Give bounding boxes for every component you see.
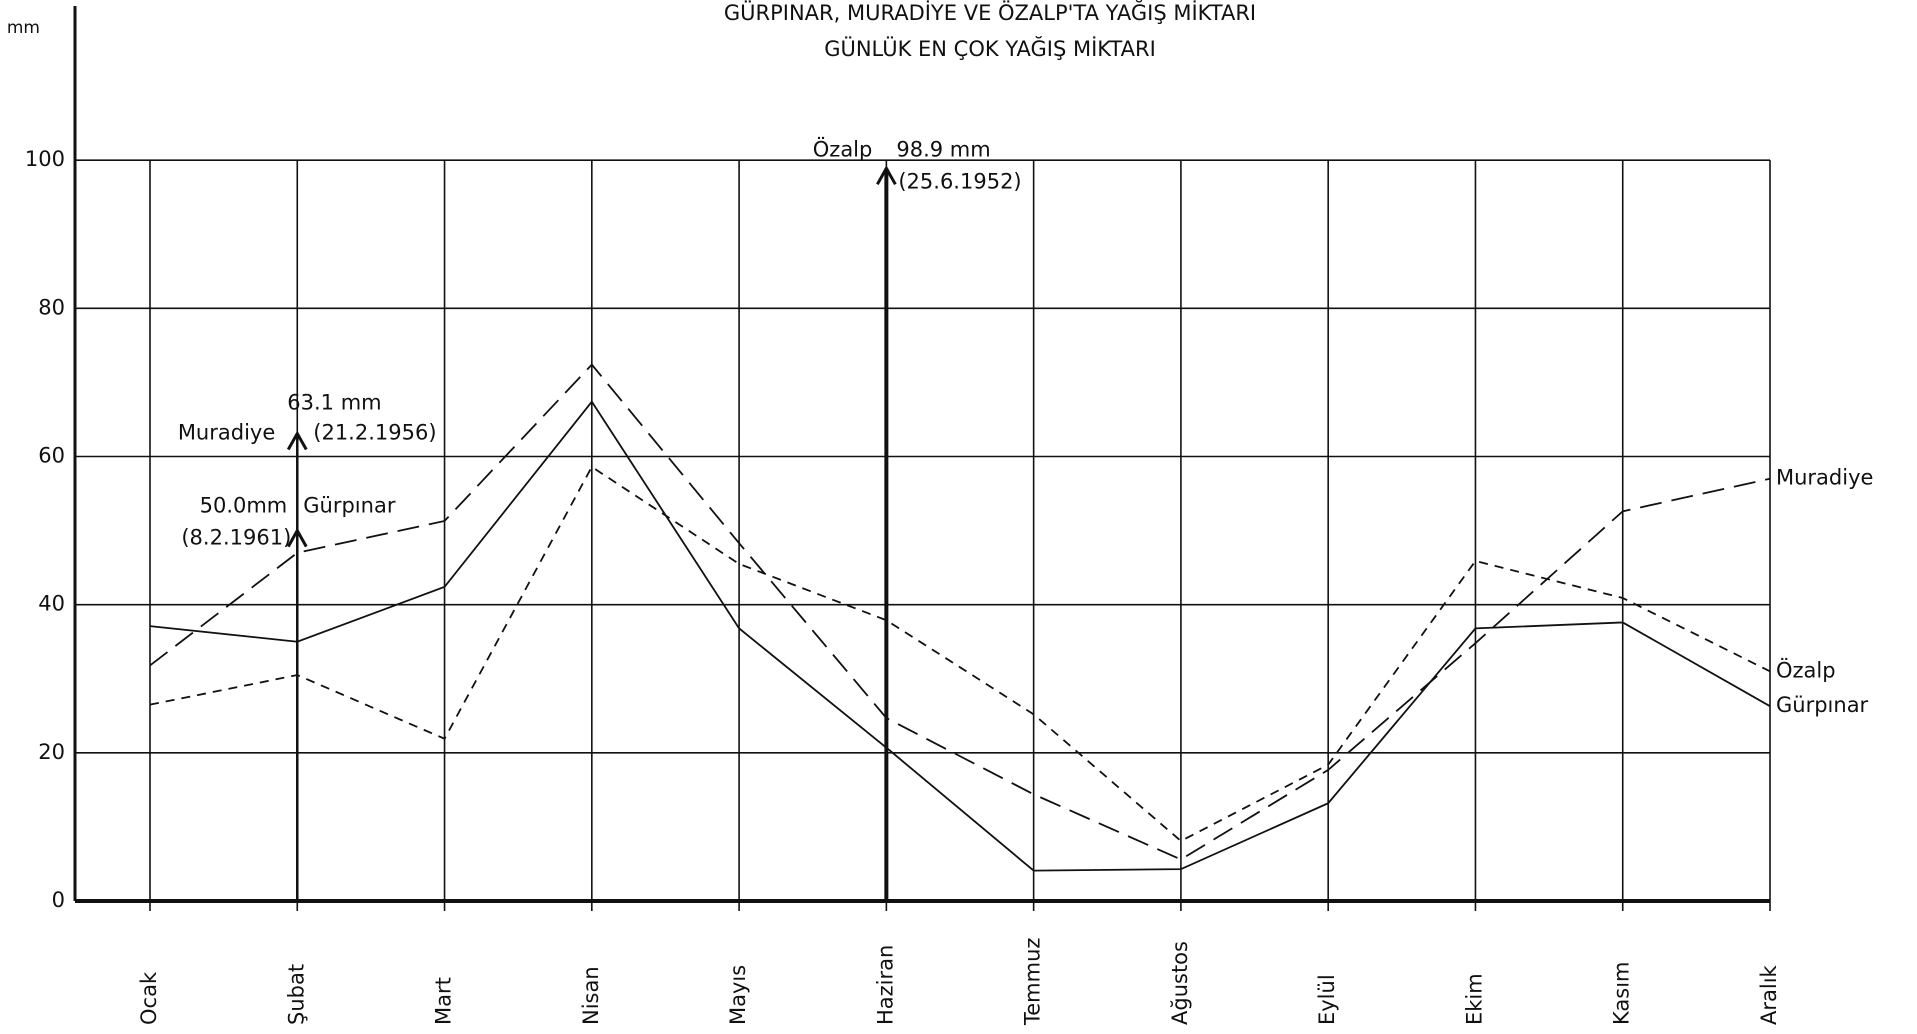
- x-tick-label: Eylül: [1315, 974, 1339, 1025]
- x-tick-label: Temmuz: [1021, 938, 1045, 1026]
- series-line: [149, 400, 1771, 872]
- x-tick-label: Mart: [432, 977, 456, 1025]
- x-tick-label: Mayıs: [726, 965, 750, 1025]
- x-tick-label: Aralık: [1757, 964, 1781, 1025]
- arrow-head: [286, 527, 308, 548]
- y-tick-label: 20: [38, 740, 65, 764]
- extreme-date: (25.6.1952): [898, 169, 1021, 193]
- x-tick-label: Ekim: [1462, 973, 1486, 1025]
- y-tick-label: 0: [52, 888, 65, 912]
- y-tick-label: 100: [25, 147, 65, 171]
- x-tick-label: Ağustos: [1168, 941, 1192, 1025]
- extreme-value: 63.1 mm: [287, 391, 381, 415]
- x-tick-label: Kasım: [1610, 961, 1634, 1025]
- series-line: [149, 465, 1771, 843]
- extreme-station: Özalp: [813, 136, 873, 161]
- y-tick-label: 80: [38, 295, 65, 319]
- x-tick-label: Şubat: [284, 964, 308, 1025]
- extreme-value: 98.9 mm: [896, 137, 990, 161]
- x-tick-label: Haziran: [873, 945, 897, 1025]
- series-end-label: Özalp: [1776, 657, 1836, 682]
- y-tick-label: 40: [38, 592, 65, 616]
- extreme-date: (21.2.1956): [313, 421, 436, 445]
- x-tick-label: Ocak: [137, 971, 161, 1025]
- extreme-station: Muradiye: [178, 421, 275, 445]
- y-tick-label: 60: [38, 444, 65, 468]
- extreme-station: Gürpınar: [303, 494, 396, 518]
- extreme-value: 50.0mm: [200, 494, 288, 518]
- x-tick-label: Nisan: [579, 966, 603, 1025]
- y-axis-label: mm: [7, 18, 40, 38]
- chart-subtitle: GÜNLÜK EN ÇOK YAĞIŞ MİKTARI: [824, 36, 1156, 61]
- arrow-head: [286, 430, 308, 451]
- series-end-label: Muradiye: [1776, 466, 1873, 490]
- chart-title: GÜRPINAR, MURADİYE VE ÖZALP'TA YAĞIŞ MİK…: [724, 0, 1256, 25]
- series-line: [149, 363, 1771, 861]
- arrow-head: [876, 165, 897, 186]
- extreme-date: (8.2.1961): [181, 526, 291, 550]
- series-end-label: Gürpınar: [1776, 693, 1869, 717]
